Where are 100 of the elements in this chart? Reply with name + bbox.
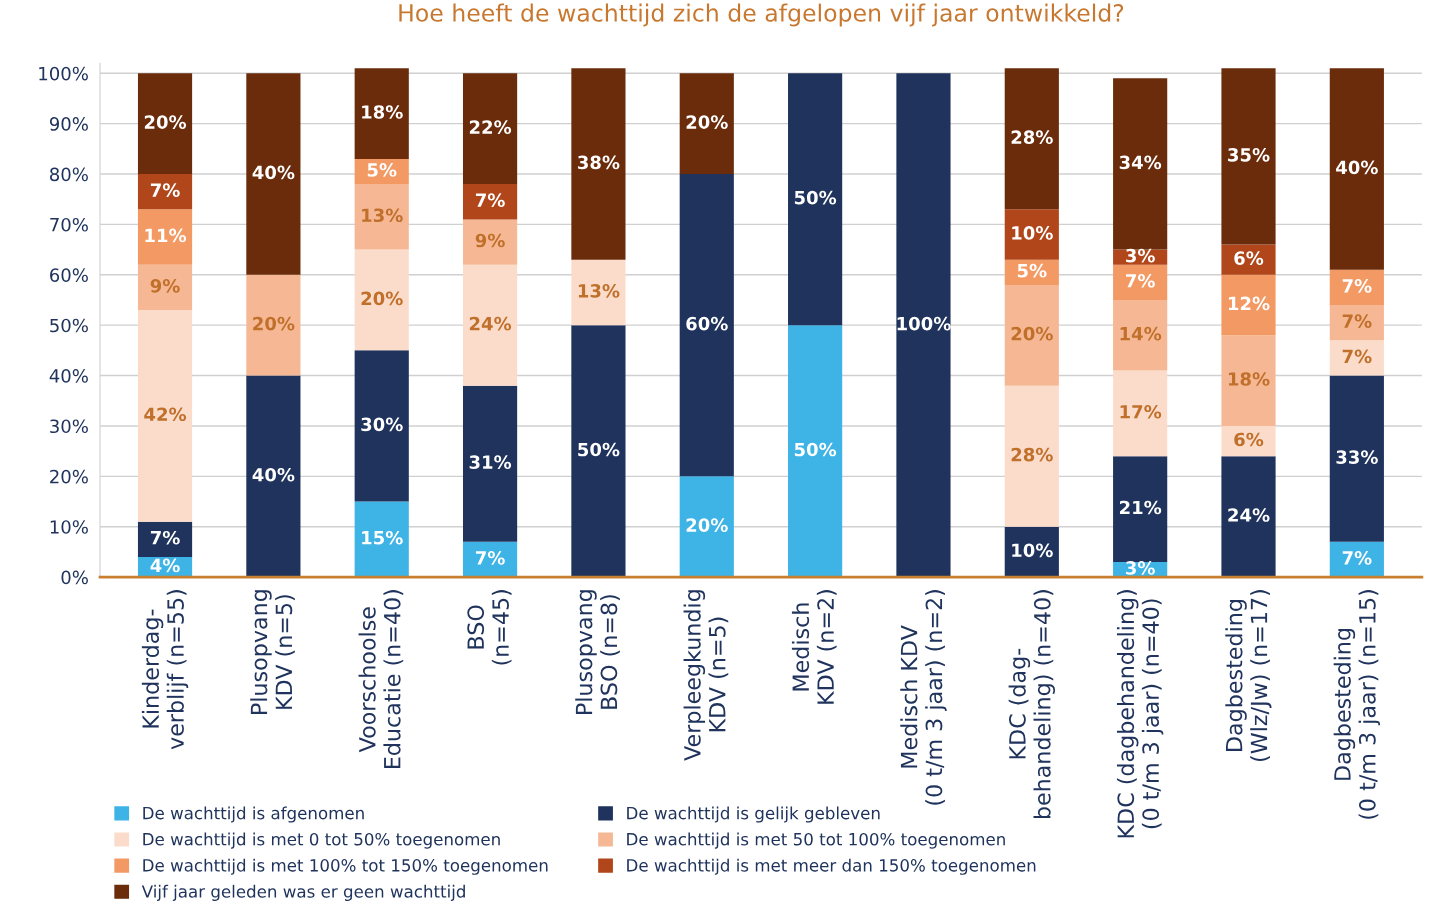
y-tick-label: 90% — [49, 117, 88, 131]
data-label: 5% — [367, 163, 397, 177]
data-label: 7% — [1342, 278, 1372, 293]
bar — [788, 325, 843, 578]
data-label: 50% — [794, 190, 837, 205]
bar — [1221, 244, 1276, 275]
bar — [571, 259, 626, 326]
bar — [354, 184, 409, 250]
bar — [1221, 425, 1276, 457]
data-label: 14% — [1120, 326, 1162, 341]
data-label: 28% — [1011, 130, 1053, 145]
x-tick-label: Voorschoolse Educatie (n=40) — [358, 590, 404, 769]
bar — [1113, 299, 1168, 371]
data-label: 15% — [362, 530, 403, 545]
data-label: 3% — [1126, 248, 1155, 263]
bar — [788, 73, 843, 326]
legend-label: De wachttijd is gelijk gebleven — [627, 806, 880, 823]
x-tick-label: Kinderdag- verblijf (n=55) — [141, 590, 189, 750]
data-label: 12% — [1228, 296, 1270, 311]
data-label: 31% — [469, 455, 512, 469]
data-label: 6% — [1234, 432, 1264, 447]
data-label: 6% — [1234, 251, 1264, 265]
data-label: 7% — [475, 193, 505, 207]
y-tick-label: 70% — [50, 217, 88, 232]
bar — [137, 209, 193, 265]
bar — [354, 249, 409, 351]
bar — [462, 264, 518, 386]
data-label: 4% — [150, 558, 180, 573]
x-tick-label: KDC (dagbehandeling) (0 t/m 3 jaar) (n=40) — [1116, 590, 1164, 838]
bar — [679, 476, 734, 578]
bar — [571, 68, 626, 260]
data-label: 50% — [578, 442, 620, 457]
data-label: 40% — [252, 165, 295, 180]
y-tick-label: 30% — [50, 419, 88, 434]
bar — [1221, 274, 1276, 336]
data-label: 22% — [469, 120, 512, 134]
bar — [462, 385, 518, 542]
bar — [246, 274, 301, 376]
data-label: 9% — [475, 233, 505, 248]
y-tick-label: 60% — [50, 268, 88, 282]
bar — [246, 375, 301, 578]
data-label: 7% — [150, 183, 180, 197]
data-label: 24% — [1228, 508, 1270, 522]
bar — [1329, 68, 1384, 270]
bar — [354, 501, 409, 578]
data-label: 18% — [1228, 372, 1270, 386]
data-label: 20% — [361, 291, 403, 306]
y-tick-label: 10% — [50, 520, 88, 534]
data-label: 38% — [578, 155, 620, 170]
y-tick-label: 100% — [39, 66, 88, 81]
data-label: 28% — [1011, 447, 1053, 462]
data-label: 100% — [897, 316, 951, 331]
bar — [137, 521, 193, 557]
data-label: 40% — [1336, 160, 1378, 175]
data-label: 18% — [362, 105, 403, 119]
data-label: 20% — [144, 115, 187, 129]
bar — [462, 184, 518, 220]
x-tick-label: Verpleegkundig KDV (n=5) — [683, 590, 729, 761]
bar — [1329, 305, 1384, 341]
data-label: 5% — [1017, 263, 1047, 278]
data-label: 7% — [1126, 273, 1155, 288]
x-tick-label: Medisch KDV (0 t/m 3 jaar) (n=2) — [900, 590, 947, 805]
data-label: 33% — [1336, 450, 1378, 464]
data-label: 40% — [252, 467, 295, 482]
data-label: 24% — [469, 316, 512, 331]
bar — [1221, 68, 1276, 245]
data-label: 7% — [475, 551, 505, 565]
bar — [896, 73, 951, 578]
bar — [571, 325, 626, 578]
data-label: 35% — [1228, 147, 1270, 162]
legend-label: De wachttijd is met meer dan 150% toegenomen — [627, 858, 1036, 875]
bar — [1329, 340, 1384, 376]
bar — [137, 264, 193, 311]
data-label: 20% — [686, 518, 728, 532]
x-tick-label: KDC (dag- behandeling) (n=40) — [1008, 590, 1055, 819]
bar — [354, 68, 409, 159]
bar — [1113, 456, 1168, 562]
data-label: 7% — [1342, 349, 1372, 364]
data-label: 34% — [1119, 155, 1162, 170]
bar — [1329, 269, 1384, 306]
data-label: 20% — [686, 115, 728, 129]
bar — [462, 219, 518, 265]
x-tick-label: Plusopvang KDV (n=5) — [250, 590, 295, 714]
bar — [1004, 284, 1059, 386]
y-tick-label: 50% — [50, 318, 88, 333]
bar — [1113, 370, 1168, 457]
bar — [1004, 209, 1059, 260]
x-tick-label: Plusopvang BSO (n=8) — [575, 590, 620, 714]
bar — [137, 174, 193, 210]
bar — [1113, 78, 1168, 250]
legend-label: De wachttijd is met 0 tot 50% toegenomen — [143, 832, 500, 849]
data-label: 20% — [253, 316, 295, 331]
legend-label: De wachttijd is met 50 tot 100% toegenomen — [627, 832, 1005, 849]
data-label: 9% — [150, 278, 180, 293]
legend-label: De wachttijd is met 100% tot 150% toegenomen — [143, 858, 548, 875]
y-tick-label: 20% — [50, 469, 88, 484]
x-tick-label: Medisch KDV (n=2) — [791, 590, 837, 704]
data-label: 50% — [794, 442, 837, 457]
data-label: 10% — [1012, 226, 1053, 240]
bar — [1004, 385, 1059, 527]
